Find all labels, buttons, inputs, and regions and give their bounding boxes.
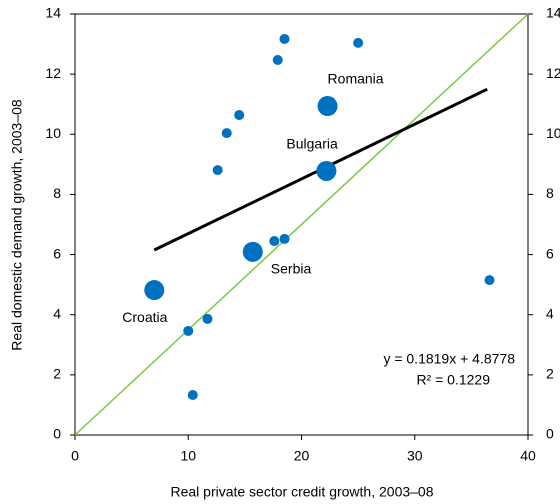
y2-tick-label: 10 bbox=[546, 125, 560, 141]
x-tick-label: 30 bbox=[407, 448, 423, 464]
y-tick-label: 4 bbox=[53, 305, 61, 321]
point bbox=[279, 33, 290, 44]
point-label: Bulgaria bbox=[286, 136, 338, 152]
point bbox=[242, 241, 263, 262]
x-tick-label: 20 bbox=[294, 448, 310, 464]
y2-tick-label: 14 bbox=[546, 5, 560, 21]
point bbox=[183, 325, 194, 336]
point bbox=[272, 55, 283, 66]
y2-tick-label: 12 bbox=[546, 65, 560, 81]
y2-tick-label: 4 bbox=[546, 305, 554, 321]
y-tick-label: 2 bbox=[53, 366, 61, 382]
y-tick-label: 14 bbox=[45, 5, 61, 21]
point-label: Serbia bbox=[271, 261, 312, 277]
x-tick-label: 10 bbox=[180, 448, 196, 464]
equation: y = 0.1819x + 4.8778 bbox=[383, 351, 515, 367]
reference-line bbox=[74, 13, 529, 436]
x-axis-title: Real private sector credit growth, 2003–… bbox=[170, 484, 433, 500]
point bbox=[221, 128, 232, 139]
y2-tick-label: 2 bbox=[546, 366, 554, 382]
point bbox=[317, 96, 338, 117]
y2-tick-label: 8 bbox=[546, 185, 554, 201]
point-label: Romania bbox=[328, 71, 384, 87]
point bbox=[144, 280, 165, 301]
r-squared: R² = 0.1229 bbox=[416, 372, 490, 388]
y-axis-title: Real domestic demand growth, 2003–08 bbox=[9, 99, 25, 351]
y2-tick-label: 6 bbox=[546, 245, 554, 261]
point bbox=[353, 37, 364, 48]
point bbox=[202, 313, 213, 324]
point bbox=[234, 110, 245, 121]
y2-tick-label: 0 bbox=[546, 426, 554, 442]
point bbox=[269, 236, 280, 247]
point bbox=[484, 275, 495, 286]
y-tick-label: 12 bbox=[45, 65, 61, 81]
y-tick-label: 0 bbox=[53, 426, 61, 442]
y-tick-label: 10 bbox=[45, 125, 61, 141]
x-tick-label: 0 bbox=[71, 448, 79, 464]
point bbox=[316, 160, 337, 181]
y-tick-label: 8 bbox=[53, 185, 61, 201]
y-tick-label: 6 bbox=[53, 245, 61, 261]
x-tick-label: 40 bbox=[520, 448, 536, 464]
point bbox=[279, 233, 290, 244]
point-label: Croatia bbox=[122, 309, 167, 325]
point bbox=[187, 390, 198, 401]
point bbox=[212, 165, 223, 176]
